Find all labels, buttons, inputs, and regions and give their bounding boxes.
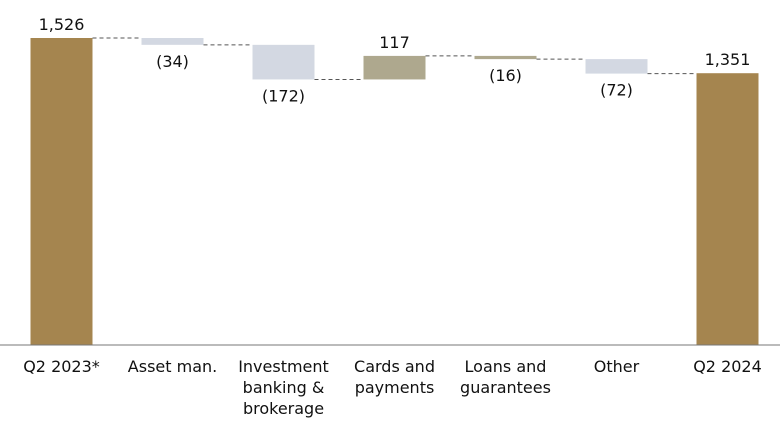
x-tick-label: Cards and payments [354,357,435,397]
bar [252,44,315,80]
bar [474,55,537,60]
value-label: (16) [489,66,522,85]
bar [363,55,426,80]
bar [585,59,648,74]
bar [696,73,759,345]
bar [30,38,93,345]
x-tick-label: Investment banking & brokerage [238,357,329,418]
value-label: (34) [156,52,189,71]
value-label: 1,351 [705,50,751,69]
x-tick-label: Q2 2024 [693,357,762,376]
value-label: 117 [379,33,410,52]
x-tick-label: Q2 2023* [23,357,100,376]
value-label: (172) [262,86,305,105]
x-tick-label: Loans and guarantees [460,357,551,397]
x-tick-label: Other [593,357,640,376]
value-label: (72) [600,81,633,100]
value-label: 1,526 [39,15,85,34]
bar [141,38,204,45]
x-tick-label: Asset man. [127,357,218,376]
